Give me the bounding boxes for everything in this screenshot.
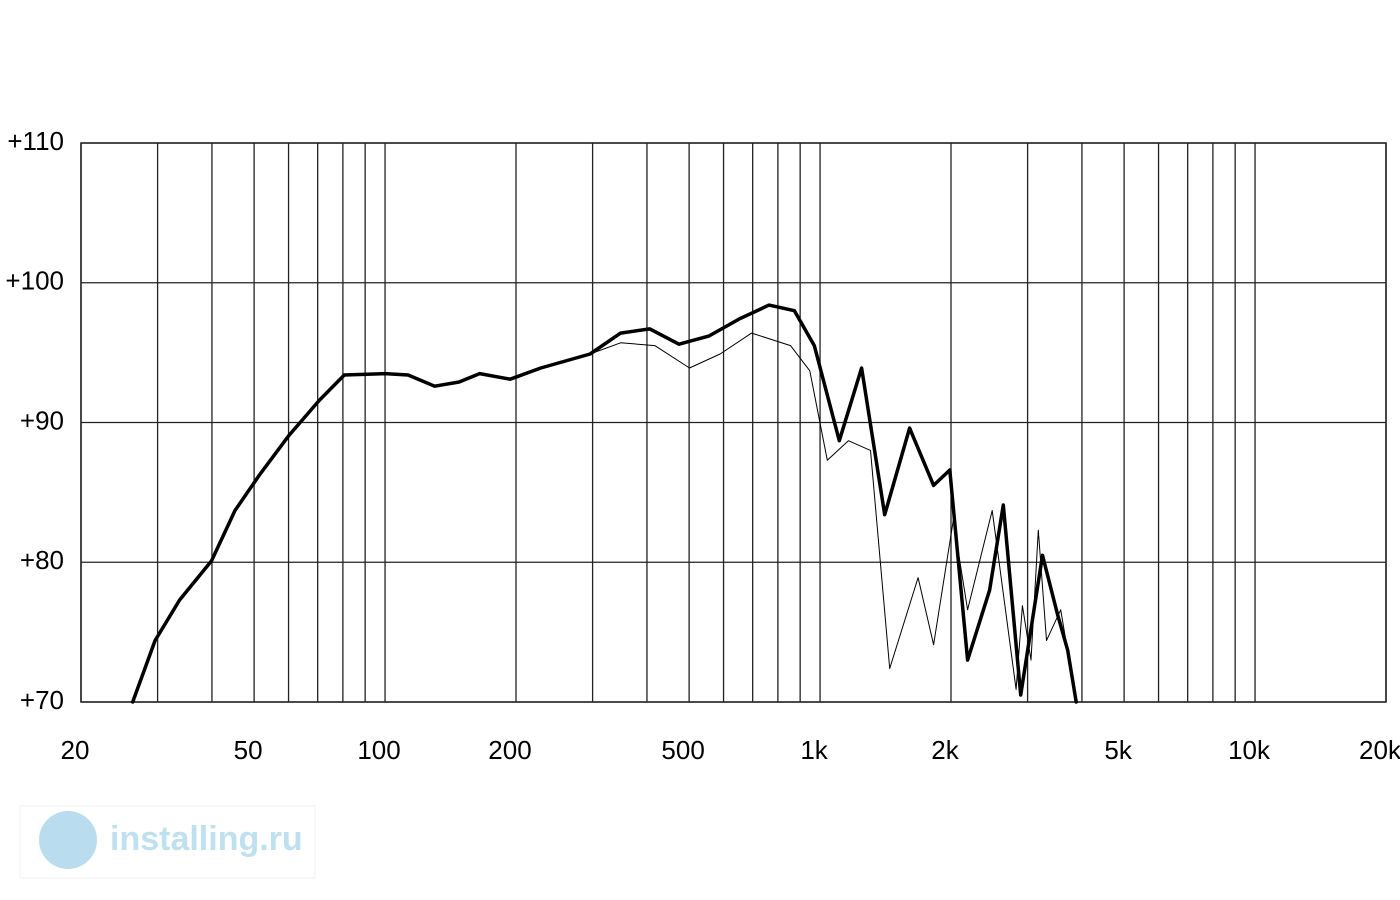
x-tick-label: 500 (661, 735, 704, 765)
x-tick-label: 20k (1359, 735, 1400, 765)
watermark-logo (39, 811, 97, 869)
series-line (130, 303, 1078, 704)
y-tick-label: +100 (5, 266, 64, 296)
watermark-text: installing.ru (110, 820, 303, 858)
x-tick-label: 200 (488, 735, 531, 765)
x-tick-label: 1k (800, 735, 828, 765)
y-tick-label: +90 (20, 405, 64, 435)
x-tick-label: 50 (234, 735, 263, 765)
series-line (589, 332, 1077, 703)
x-tick-label: 10k (1228, 735, 1271, 765)
x-tick-label: 5k (1104, 735, 1132, 765)
x-tick-label: 2k (931, 735, 959, 765)
x-tick-label: 100 (357, 735, 400, 765)
x-tick-label: 20 (61, 735, 90, 765)
y-tick-label: +70 (20, 685, 64, 715)
y-tick-label: +80 (20, 545, 64, 575)
y-tick-label: +110 (7, 126, 64, 156)
watermark-box: installing.ru (19, 805, 316, 879)
